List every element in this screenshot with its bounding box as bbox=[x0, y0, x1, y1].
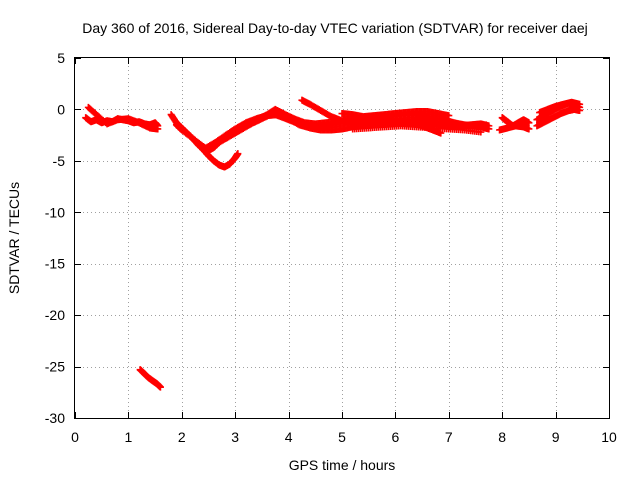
x-tick-label: 8 bbox=[498, 429, 506, 445]
y-tick-label: -10 bbox=[45, 204, 65, 220]
series-arc-3 bbox=[167, 111, 242, 171]
x-tick-label: 4 bbox=[285, 429, 293, 445]
plot-frame bbox=[74, 57, 610, 419]
y-tick-label: 0 bbox=[57, 101, 65, 117]
data-point bbox=[234, 150, 242, 158]
data-point bbox=[477, 128, 485, 136]
x-tick-labels: 0 1 2 3 4 5 6 7 8 9 10 bbox=[71, 429, 617, 445]
data-point bbox=[485, 122, 493, 130]
series-arc-2 bbox=[84, 103, 162, 133]
x-tick-label: 10 bbox=[601, 429, 617, 445]
series-arc-13 bbox=[533, 105, 584, 130]
series-arc-11 bbox=[496, 122, 533, 134]
y-tick-label: -5 bbox=[53, 153, 66, 169]
data-point bbox=[156, 383, 164, 391]
tick-layer bbox=[75, 58, 610, 419]
points-layer bbox=[82, 96, 584, 391]
x-tick-label: 7 bbox=[445, 429, 453, 445]
y-tick-label: 5 bbox=[57, 50, 65, 66]
series-arc-14 bbox=[536, 98, 584, 117]
y-tick-label: -25 bbox=[45, 359, 65, 375]
series-arc-8 bbox=[338, 107, 453, 121]
y-tick-label: -30 bbox=[45, 410, 65, 426]
series-arc-15 bbox=[136, 366, 164, 391]
x-tick-label: 9 bbox=[552, 429, 560, 445]
x-tick-label: 0 bbox=[71, 429, 79, 445]
data-point bbox=[445, 112, 453, 120]
x-tick-label: 1 bbox=[125, 429, 133, 445]
y-axis-title: SDTVAR / TECUs bbox=[6, 182, 22, 294]
x-axis-title: GPS time / hours bbox=[289, 457, 396, 473]
data-point bbox=[576, 106, 584, 114]
x-tick-label: 2 bbox=[178, 429, 186, 445]
chart-title: Day 360 of 2016, Sidereal Day-to-day VTE… bbox=[82, 20, 588, 36]
data-point bbox=[154, 125, 162, 133]
x-tick-label: 5 bbox=[338, 429, 346, 445]
series-arc-9 bbox=[349, 122, 485, 136]
x-tick-label: 3 bbox=[231, 429, 239, 445]
y-tick-label: -20 bbox=[45, 307, 65, 323]
x-tick-label: 6 bbox=[392, 429, 400, 445]
data-point bbox=[525, 125, 533, 133]
data-point bbox=[576, 100, 584, 108]
y-tick-labels: 5 0 -5 -10 -15 -20 -25 -30 bbox=[45, 50, 65, 426]
data-point bbox=[525, 119, 533, 127]
y-tick-label: -15 bbox=[45, 256, 65, 272]
